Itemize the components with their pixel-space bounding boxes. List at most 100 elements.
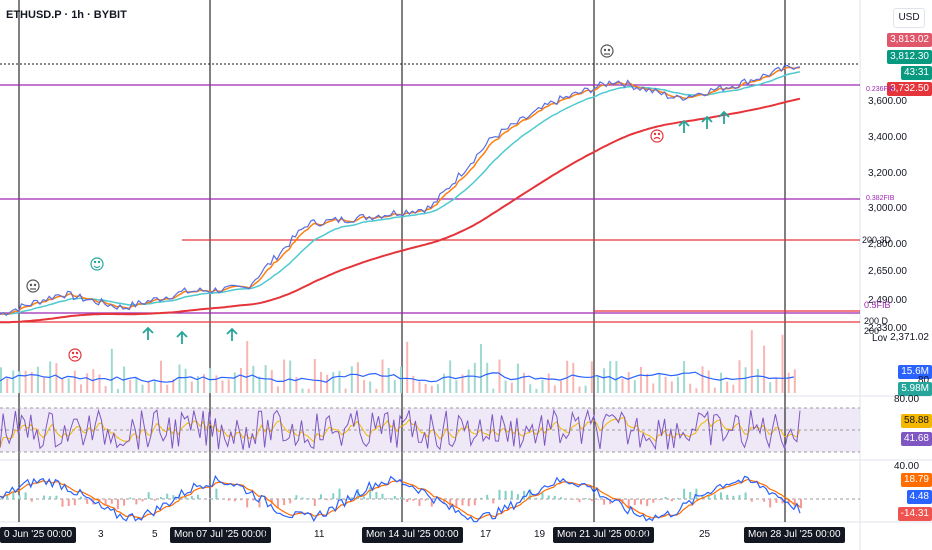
volume-bar (658, 372, 661, 393)
symbol-title[interactable]: ETHUSD.P · 1h · BYBIT (6, 9, 127, 21)
volume-bar (640, 366, 642, 393)
macd-hist-bar (240, 499, 242, 501)
volume-bar (455, 380, 458, 393)
macd-hist-bar (43, 495, 46, 499)
macd-hist-bar (246, 499, 249, 508)
macd-hist-bar (24, 492, 27, 499)
volume-bar (258, 376, 261, 393)
volume-bar (707, 370, 710, 393)
low-price-tag: 2,371.02 (887, 331, 932, 345)
macd-hist-bar (529, 489, 532, 499)
time-axis-date-tag: Mon 14 Jul '25 00:00 (362, 527, 463, 543)
macd-hist-bar (732, 495, 735, 499)
time-axis-date-label: 25 (699, 529, 711, 540)
volume-bar (529, 384, 532, 393)
macd-hist-bar (12, 492, 15, 499)
price-tick-label: 3,600.00 (868, 95, 907, 107)
macd-hist-bar (584, 498, 587, 499)
time-axis-date-tag: 0 Jun '25 00:00 (0, 527, 77, 543)
macd-hist-bar (123, 499, 126, 506)
volume-bar (67, 378, 70, 393)
currency-button[interactable]: USD (893, 8, 925, 28)
macd-hist-bar (369, 487, 372, 499)
macd-hist-bar (480, 497, 482, 499)
volume-bar (486, 362, 489, 393)
volume-bar (633, 380, 636, 393)
volume-bar (627, 371, 630, 393)
macd-hist-bar (486, 494, 489, 499)
price-tick-label: 2,490.00 (868, 294, 907, 306)
price-tick-label: 2,800.00 (868, 239, 907, 251)
volume-ma (0, 371, 794, 383)
ma200-d-label: 200 D (864, 316, 889, 326)
volume-bar (80, 384, 82, 393)
volume-bar (689, 383, 692, 393)
volume-bar (412, 375, 415, 393)
macd-hist-bar (744, 492, 747, 499)
volume-bar (572, 362, 575, 393)
volume-bar (129, 379, 132, 393)
volume-bar (73, 370, 76, 393)
volume-bar (566, 360, 569, 393)
macd-hist-bar (184, 497, 187, 499)
volume-bar (756, 368, 759, 393)
ema-slow-series (0, 71, 801, 315)
volume-bar (276, 386, 279, 393)
volume-bar (313, 359, 316, 393)
volume-bar (473, 362, 476, 393)
happy-face-icon (90, 257, 104, 271)
volume-bar (695, 388, 698, 393)
volume-bar (301, 388, 304, 393)
volume-bar (307, 388, 310, 393)
macd-hist-bar (683, 488, 686, 499)
volume-bar (86, 373, 89, 393)
macd-hist-bar (215, 488, 218, 499)
volume-bar (246, 341, 249, 393)
volume-bar (61, 378, 64, 393)
macd-hist-bar (110, 499, 113, 504)
ma200-label: 200 (864, 326, 880, 336)
macd-axis-top: 40.00 (894, 461, 920, 472)
volume-bar (338, 370, 341, 393)
volume-bar (424, 384, 427, 393)
volume-bar (178, 364, 181, 393)
volume-bar (110, 348, 113, 393)
macd-hist-bar (227, 499, 230, 501)
macd-hist-bar (135, 499, 138, 505)
volume-bar (104, 386, 107, 393)
volume-bar (775, 378, 778, 393)
macd-hist-bar (516, 494, 519, 499)
volume-bar (387, 367, 390, 393)
macd-hist-bar (461, 499, 464, 506)
volume-bar (141, 384, 144, 393)
time-axis-date-tag: Mon 21 Jul '25 00:00 (553, 527, 654, 543)
price-tick-label: 2,330.00 (868, 323, 907, 335)
sad-face-icon (68, 348, 82, 362)
macd-hist-bar (400, 497, 402, 499)
macd-hist-bar (418, 499, 421, 506)
macd-line (0, 474, 801, 523)
volume-bar (621, 378, 624, 393)
volume-bar (720, 372, 722, 393)
macd-hist-bar (596, 499, 599, 500)
volume-bar (713, 387, 716, 393)
volume-bar (603, 368, 606, 393)
countdown-tag: 43:31 (900, 66, 932, 80)
volume-bar (701, 366, 704, 393)
volume-bar (664, 376, 667, 393)
macd-hist-bar (18, 495, 21, 499)
ma200-3d-label: 200 3D (862, 235, 892, 245)
macd-hist-bar (381, 493, 384, 499)
volume-bar (166, 384, 169, 393)
macd-hist-bar (498, 489, 501, 499)
macd-hist-bar (756, 499, 759, 500)
volume-bar (652, 383, 655, 393)
rsi-axis-top: 80.00 (894, 394, 920, 405)
volume-bar (92, 369, 95, 393)
macd-hist-bar (356, 489, 359, 499)
macd-hist-tag: -14.31 (897, 507, 932, 521)
macd-histogram (6, 487, 802, 510)
macd-hist-bar (196, 494, 199, 499)
